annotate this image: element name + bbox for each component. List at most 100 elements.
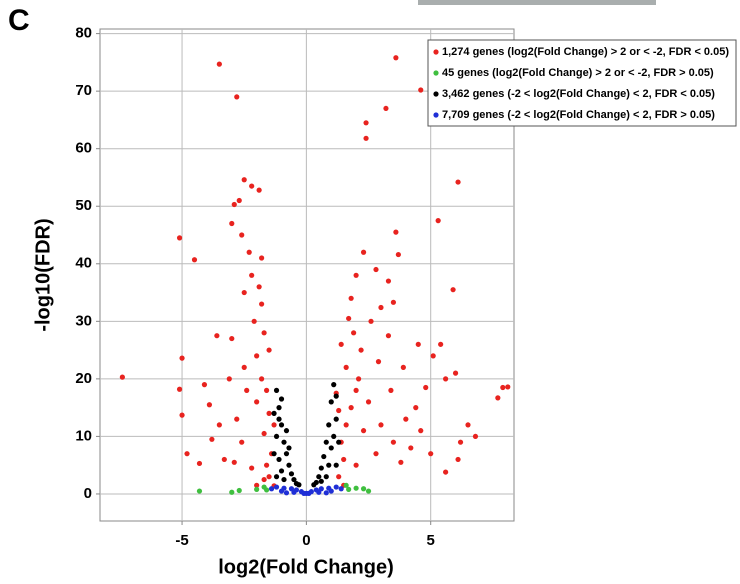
point bbox=[283, 490, 290, 496]
point bbox=[505, 384, 511, 390]
y-tick-label: 10 bbox=[75, 427, 92, 444]
point bbox=[273, 433, 280, 440]
point bbox=[234, 94, 240, 100]
point bbox=[378, 422, 384, 428]
point bbox=[500, 384, 506, 391]
point bbox=[296, 482, 302, 488]
point bbox=[254, 399, 260, 405]
point bbox=[316, 489, 322, 495]
point bbox=[196, 460, 203, 467]
point bbox=[241, 364, 247, 370]
point bbox=[229, 335, 235, 342]
point bbox=[201, 382, 208, 388]
point bbox=[353, 485, 359, 491]
point bbox=[338, 486, 344, 492]
point bbox=[278, 468, 285, 474]
point bbox=[348, 405, 354, 411]
point bbox=[443, 376, 449, 382]
point bbox=[383, 105, 389, 112]
point bbox=[452, 370, 459, 376]
point bbox=[403, 416, 409, 422]
point bbox=[278, 396, 285, 402]
point bbox=[214, 333, 220, 339]
point bbox=[353, 387, 359, 393]
legend-marker bbox=[433, 70, 439, 76]
point bbox=[333, 484, 339, 490]
point bbox=[283, 428, 290, 434]
legend-label: 1,274 genes (log2(Fold Change) > 2 or < … bbox=[442, 46, 729, 58]
point bbox=[336, 407, 342, 414]
point bbox=[179, 355, 185, 361]
point bbox=[209, 436, 215, 442]
y-tick-label: 70 bbox=[75, 82, 92, 99]
point bbox=[333, 462, 339, 468]
point bbox=[261, 330, 267, 336]
point bbox=[119, 374, 125, 380]
legend-label: 3,462 genes (-2 < log2(Fold Change) < 2,… bbox=[442, 88, 715, 100]
point bbox=[256, 187, 262, 193]
point bbox=[472, 433, 479, 440]
point bbox=[326, 462, 332, 468]
point bbox=[236, 487, 242, 494]
x-axis-title: log2(Fold Change) bbox=[218, 556, 394, 578]
point bbox=[495, 395, 501, 401]
y-tick-label: 0 bbox=[84, 485, 92, 502]
point bbox=[408, 445, 414, 451]
point bbox=[273, 484, 280, 490]
point bbox=[341, 456, 347, 463]
point bbox=[266, 347, 272, 353]
point bbox=[393, 229, 399, 235]
point bbox=[184, 451, 190, 457]
point bbox=[229, 489, 235, 495]
legend-marker bbox=[433, 49, 439, 55]
y-tick-label: 20 bbox=[75, 370, 92, 387]
legend-marker bbox=[433, 112, 439, 118]
point bbox=[331, 382, 337, 388]
point bbox=[273, 474, 280, 480]
point bbox=[216, 61, 222, 67]
point bbox=[234, 416, 240, 422]
point bbox=[254, 482, 260, 488]
point bbox=[306, 490, 312, 496]
series-points bbox=[271, 382, 342, 488]
point bbox=[259, 255, 265, 261]
legend-box bbox=[427, 39, 737, 127]
point bbox=[179, 412, 185, 418]
point bbox=[333, 393, 339, 399]
point bbox=[328, 399, 334, 405]
point bbox=[254, 353, 260, 359]
point bbox=[326, 422, 332, 428]
point bbox=[259, 376, 265, 382]
point bbox=[415, 341, 421, 347]
point bbox=[191, 257, 198, 263]
point bbox=[338, 341, 344, 347]
point bbox=[273, 387, 280, 393]
point bbox=[236, 197, 242, 204]
point bbox=[239, 232, 245, 238]
point bbox=[244, 387, 250, 393]
point bbox=[281, 476, 287, 483]
point bbox=[318, 465, 324, 471]
point bbox=[438, 341, 444, 347]
point bbox=[375, 359, 382, 365]
point bbox=[351, 330, 357, 336]
point bbox=[229, 220, 235, 227]
point bbox=[428, 451, 434, 457]
point bbox=[261, 476, 267, 483]
point bbox=[393, 55, 399, 61]
series-points bbox=[268, 484, 344, 496]
point bbox=[455, 456, 461, 463]
point bbox=[286, 462, 292, 468]
point bbox=[353, 462, 359, 468]
point bbox=[398, 459, 404, 465]
series-points bbox=[196, 482, 372, 495]
point bbox=[353, 272, 359, 278]
point bbox=[418, 428, 424, 434]
legend-marker bbox=[433, 91, 439, 97]
point bbox=[241, 289, 247, 296]
point bbox=[368, 318, 374, 324]
point bbox=[360, 486, 367, 492]
legend-label: 45 genes (log2(Fold Change) > 2 or < -2,… bbox=[442, 67, 714, 79]
point bbox=[373, 451, 379, 457]
point bbox=[418, 87, 424, 93]
